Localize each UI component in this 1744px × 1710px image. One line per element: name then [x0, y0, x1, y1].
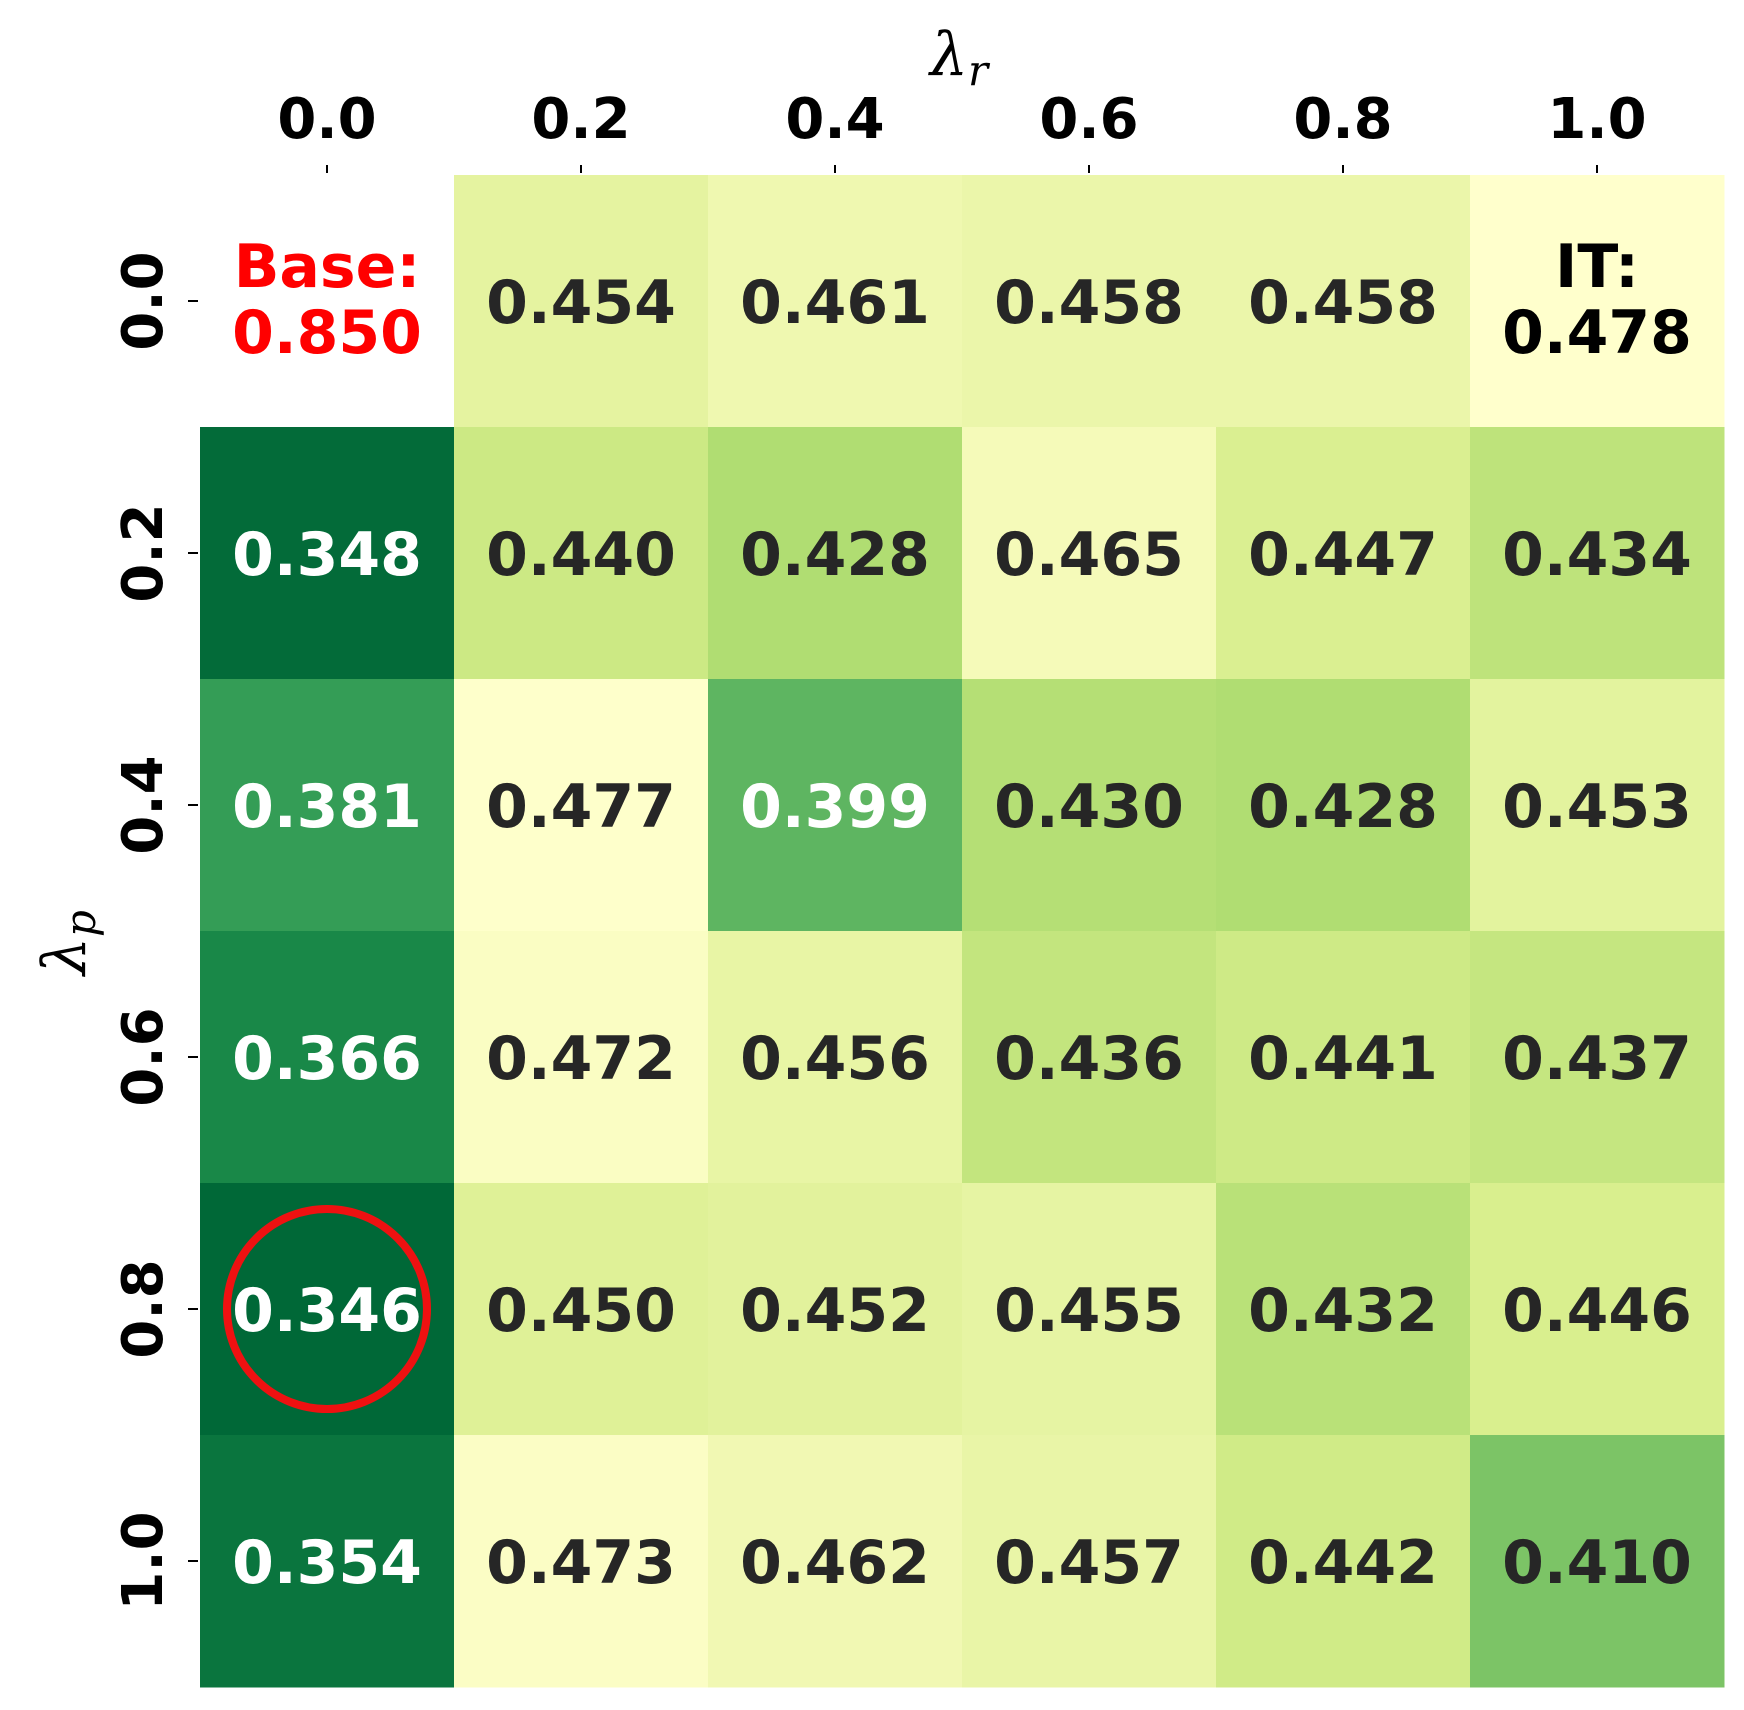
x-axis-ticks: 0.0 0.2 0.4 0.6 0.8 1.0 — [277, 87, 1647, 173]
y-tick-label-4: 0.8 — [111, 1259, 176, 1358]
highlight-layer — [223, 1205, 431, 1413]
y-tick-label-3: 0.6 — [111, 1007, 176, 1106]
cell-label-r1-c4: 0.447 — [1248, 520, 1438, 590]
cell-label-r5-c3: 0.457 — [994, 1528, 1184, 1598]
x-tick-label-4: 0.8 — [1293, 87, 1392, 152]
heatmap-cell-r4-c4 — [1216, 1183, 1471, 1436]
y-axis-title: λp — [30, 910, 105, 977]
cell-label-r0-c3: 0.458 — [994, 268, 1184, 338]
heatmap-cell-r3-c1 — [454, 931, 709, 1184]
y-tick-label-1: 0.2 — [111, 503, 176, 602]
cell-label-r2-c3: 0.430 — [994, 772, 1184, 842]
cell-label-r5-c0: 0.354 — [232, 1528, 422, 1598]
y-tick-label-2: 0.4 — [111, 755, 176, 854]
heatmap-cell-r5-c2 — [708, 1435, 963, 1688]
x-tick-label-1: 0.2 — [531, 87, 630, 152]
y-tick-label-5: 1.0 — [111, 1511, 176, 1610]
heatmap-cell-r0-c4 — [1216, 175, 1471, 428]
heatmap-cell-r3-c0 — [200, 931, 455, 1184]
heatmap-cell-r2-c3 — [962, 679, 1217, 932]
x-tick-label-0: 0.0 — [277, 87, 376, 152]
x-axis-title-main: λ — [928, 20, 968, 90]
cell-label-r2-c0: 0.381 — [232, 772, 422, 842]
heatmap-cell-r1-c4 — [1216, 427, 1471, 680]
cell-label-r0-c5-line2: 0.478 — [1502, 298, 1692, 368]
heatmap-cell-r5-c1 — [454, 1435, 709, 1688]
cell-label-r2-c5: 0.453 — [1502, 772, 1692, 842]
cell-label-r4-c5: 0.446 — [1502, 1276, 1692, 1346]
x-tick-label-3: 0.6 — [1039, 87, 1138, 152]
heatmap-cell-r1-c3 — [962, 427, 1217, 680]
highlight-circle — [223, 1205, 431, 1413]
heatmap-cell-r4-c0 — [200, 1183, 455, 1436]
heatmap-cell-r0-c3 — [962, 175, 1217, 428]
heatmap-cell-r5-c5 — [1470, 1435, 1725, 1688]
y-axis-title-main: λ — [30, 937, 100, 977]
x-axis-title-sub: r — [968, 46, 991, 95]
cell-label-r4-c3: 0.455 — [994, 1276, 1184, 1346]
y-tick-label-0: 0.0 — [111, 251, 176, 350]
cell-label-r0-c5-line1: IT: — [1555, 232, 1639, 302]
cell-label-r4-c2: 0.452 — [740, 1276, 930, 1346]
cell-label-r4-c4: 0.432 — [1248, 1276, 1438, 1346]
heatmap-cells — [200, 175, 1725, 1688]
x-tick-label-5: 1.0 — [1547, 87, 1646, 152]
heatmap-cell-r3-c5 — [1470, 931, 1725, 1184]
cell-label-r2-c4: 0.428 — [1248, 772, 1438, 842]
cell-label-r3-c0: 0.366 — [232, 1024, 422, 1094]
heatmap-cell-r1-c5 — [1470, 427, 1725, 680]
heatmap-cell-r5-c4 — [1216, 1435, 1471, 1688]
heatmap-cell-r1-c2 — [708, 427, 963, 680]
cell-label-r1-c1: 0.440 — [486, 520, 676, 590]
cell-label-r4-c0: 0.346 — [232, 1276, 422, 1346]
cell-label-r3-c2: 0.456 — [740, 1024, 930, 1094]
heatmap-cell-r4-c5 — [1470, 1183, 1725, 1436]
heatmap-cell-r4-c2 — [708, 1183, 963, 1436]
cell-label-r1-c5: 0.434 — [1502, 520, 1692, 590]
heatmap-cell-r0-c0 — [200, 175, 455, 428]
cell-label-r0-c4: 0.458 — [1248, 268, 1438, 338]
y-axis-ticks: 0.0 0.2 0.4 0.6 0.8 1.0 — [111, 251, 198, 1611]
cell-label-r3-c5: 0.437 — [1502, 1024, 1692, 1094]
cell-label-r5-c4: 0.442 — [1248, 1528, 1438, 1598]
heatmap-cell-r1-c1 — [454, 427, 709, 680]
cell-label-r0-c0-line1: Base: — [234, 232, 421, 302]
cell-label-r3-c1: 0.472 — [486, 1024, 676, 1094]
cell-label-r0-c1: 0.454 — [486, 268, 676, 338]
heatmap-cell-r2-c2 — [708, 679, 963, 932]
cell-label-r3-c4: 0.441 — [1248, 1024, 1438, 1094]
cell-label-r5-c5: 0.410 — [1502, 1528, 1692, 1598]
heatmap-cell-r3-c2 — [708, 931, 963, 1184]
heatmap-cell-r2-c0 — [200, 679, 455, 932]
x-tick-label-2: 0.4 — [785, 87, 884, 152]
heatmap-cell-r3-c3 — [962, 931, 1217, 1184]
heatmap-cell-r5-c0 — [200, 1435, 455, 1688]
cell-label-r2-c1: 0.477 — [486, 772, 676, 842]
heatmap-cell-r0-c5 — [1470, 175, 1725, 428]
heatmap-cell-r0-c2 — [708, 175, 963, 428]
heatmap-cell-r3-c4 — [1216, 931, 1471, 1184]
cell-label-r1-c3: 0.465 — [994, 520, 1184, 590]
cell-value-labels: Base:0.850 0.454 0.461 0.458 0.458 IT:0.478 0.… — [232, 232, 1692, 1598]
cell-label-r1-c2: 0.428 — [740, 520, 930, 590]
heatmap-cell-r1-c0 — [200, 427, 455, 680]
cell-label-r5-c1: 0.473 — [486, 1528, 676, 1598]
cell-label-r0-c0-line2: 0.850 — [232, 298, 422, 368]
heatmap-cell-r4-c1 — [454, 1183, 709, 1436]
heatmap-cell-r2-c4 — [1216, 679, 1471, 932]
cell-label-r2-c2: 0.399 — [740, 772, 930, 842]
heatmap-cell-r2-c1 — [454, 679, 709, 932]
heatmap-cell-r0-c1 — [454, 175, 709, 428]
cell-label-r3-c3: 0.436 — [994, 1024, 1184, 1094]
heatmap-cell-r2-c5 — [1470, 679, 1725, 932]
cell-label-r4-c1: 0.450 — [486, 1276, 676, 1346]
cell-label-r0-c2: 0.461 — [740, 268, 930, 338]
cell-label-r1-c0: 0.348 — [232, 520, 422, 590]
x-axis-title: λr — [928, 20, 991, 95]
heatmap-cell-r4-c3 — [962, 1183, 1217, 1436]
heatmap-cell-r5-c3 — [962, 1435, 1217, 1688]
cell-label-r5-c2: 0.462 — [740, 1528, 930, 1598]
y-axis-title-sub: p — [56, 910, 105, 937]
